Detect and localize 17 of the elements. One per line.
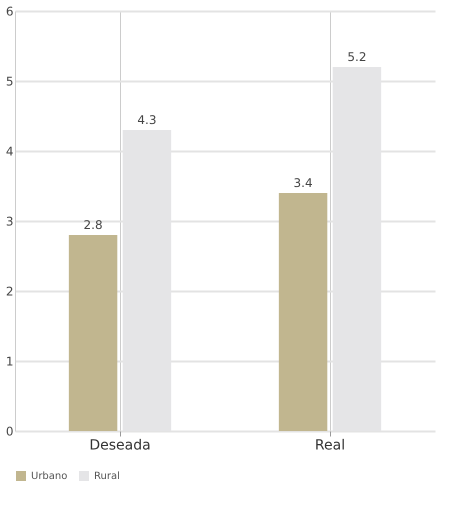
data-label: 2.8 bbox=[84, 218, 103, 232]
bar bbox=[278, 193, 328, 431]
data-label: 5.2 bbox=[347, 50, 366, 64]
data-label: 3.4 bbox=[294, 176, 313, 190]
y-tick-label: 2 bbox=[6, 284, 14, 298]
legend-label: Urbano bbox=[31, 471, 68, 482]
x-tick-label: Deseada bbox=[89, 438, 151, 454]
y-tick-label: 1 bbox=[6, 354, 14, 368]
data-label: 4.3 bbox=[137, 113, 156, 127]
y-tick-label: 6 bbox=[6, 4, 14, 18]
y-tick-label: 5 bbox=[6, 74, 14, 88]
bar bbox=[68, 235, 118, 431]
x-tick-label: Real bbox=[314, 438, 346, 454]
y-tick-label: 0 bbox=[6, 424, 14, 438]
y-tick-label: 3 bbox=[6, 214, 14, 228]
legend-label: Rural bbox=[94, 471, 120, 482]
y-tick-label: 4 bbox=[6, 144, 14, 158]
